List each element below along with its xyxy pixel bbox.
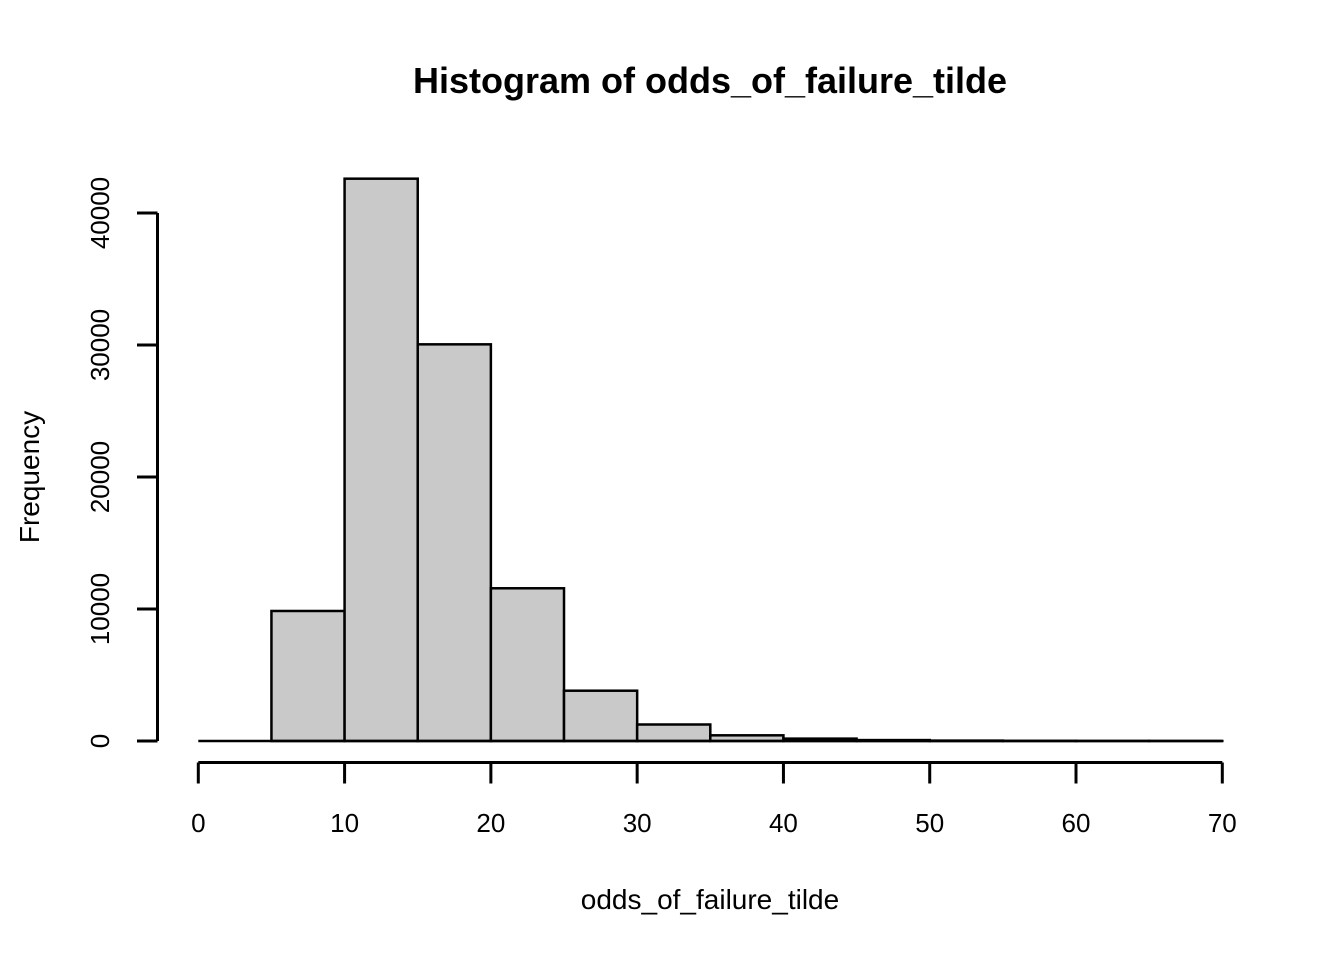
histogram-bar [416,343,493,743]
y-axis-tick-label: 30000 [85,309,115,381]
x-axis-tick-label: 40 [769,808,798,838]
x-axis-tick-label: 30 [623,808,652,838]
chart-title: Histogram of odds_of_failure_tilde [412,60,1008,101]
x-axis-title: odds_of_failure_tilde [580,884,840,915]
x-axis-tick-label: 60 [1062,808,1091,838]
x-axis-tick-label: 50 [915,808,944,838]
y-axis-tick-label: 40000 [85,177,115,249]
y-axis-tick-label: 20000 [85,441,115,513]
histogram-bar [343,177,419,743]
x-axis-tick-label: 20 [476,808,505,838]
histogram-bar [635,723,712,743]
histogram-bar [489,587,566,743]
y-axis-title: Frequency [14,410,45,544]
x-axis-tick-label: 0 [191,808,205,838]
y-axis-tick-label: 10000 [85,573,115,645]
histogram-bar [270,609,346,743]
histogram-bar [562,689,639,743]
y-axis-tick-label: 0 [85,734,115,748]
x-axis-tick-label: 10 [330,808,359,838]
x-axis-tick-label: 70 [1208,808,1237,838]
